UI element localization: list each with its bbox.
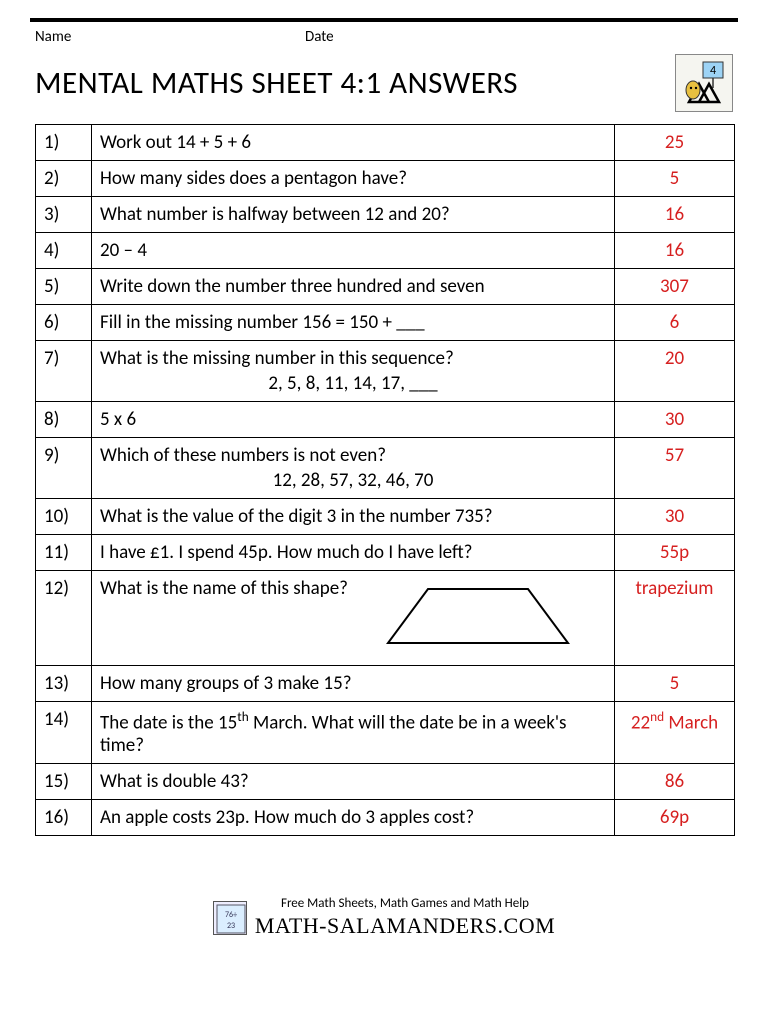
svg-text:4: 4 (710, 64, 716, 78)
answer-cell: 30 (615, 402, 735, 438)
table-row: 6)Fill in the missing number 156 = 150 +… (36, 305, 735, 341)
table-row: 9)Which of these numbers is not even?12,… (36, 438, 735, 499)
top-rule (30, 18, 738, 22)
header-labels: Name Date (35, 28, 733, 46)
answer-cell: 25 (615, 125, 735, 161)
table-row: 16)An apple costs 23p. How much do 3 app… (36, 800, 735, 836)
worksheet-table: 1)Work out 14 + 5 + 6252)How many sides … (35, 124, 735, 836)
answer-cell: 30 (615, 499, 735, 535)
table-row: 10)What is the value of the digit 3 in t… (36, 499, 735, 535)
question-text: I have £1. I spend 45p. How much do I ha… (92, 535, 615, 571)
footer: 76÷ 23 Free Math Sheets, Math Games and … (0, 896, 768, 941)
question-number: 5) (36, 269, 92, 305)
date-label: Date (305, 28, 334, 46)
question-text: What is the name of this shape? (92, 571, 615, 666)
table-row: 4)20 – 416 (36, 233, 735, 269)
question-text: How many groups of 3 make 15? (92, 666, 615, 702)
table-row: 11)I have £1. I spend 45p. How much do I… (36, 535, 735, 571)
svg-text:76÷: 76÷ (225, 910, 237, 920)
question-text: An apple costs 23p. How much do 3 apples… (92, 800, 615, 836)
title-row: MENTAL MATHS SHEET 4:1 ANSWERS 4 (35, 54, 733, 112)
question-text: What is double 43? (92, 764, 615, 800)
question-number: 16) (36, 800, 92, 836)
question-number: 14) (36, 702, 92, 764)
question-text: 5 x 6 (92, 402, 615, 438)
table-row: 14)The date is the 15th March. What will… (36, 702, 735, 764)
table-row: 2)How many sides does a pentagon have?5 (36, 161, 735, 197)
footer-logo-icon: 76÷ 23 (213, 901, 247, 935)
table-row: 1)Work out 14 + 5 + 625 (36, 125, 735, 161)
table-row: 5)Write down the number three hundred an… (36, 269, 735, 305)
question-number: 6) (36, 305, 92, 341)
question-text: What number is halfway between 12 and 20… (92, 197, 615, 233)
answer-cell: 69p (615, 800, 735, 836)
table-row: 7)What is the missing number in this seq… (36, 341, 735, 402)
question-number: 10) (36, 499, 92, 535)
answer-cell: 5 (615, 666, 735, 702)
answer-cell: trapezium (615, 571, 735, 666)
answer-cell: 16 (615, 233, 735, 269)
answer-cell: 20 (615, 341, 735, 402)
answer-cell: 57 (615, 438, 735, 499)
question-number: 1) (36, 125, 92, 161)
question-number: 4) (36, 233, 92, 269)
salamander-logo-icon: 4 (675, 54, 733, 112)
question-text: What is the missing number in this seque… (92, 341, 615, 402)
answer-cell: 86 (615, 764, 735, 800)
answer-cell: 6 (615, 305, 735, 341)
question-text: Fill in the missing number 156 = 150 + _… (92, 305, 615, 341)
question-text: How many sides does a pentagon have? (92, 161, 615, 197)
page-title: MENTAL MATHS SHEET 4:1 ANSWERS (35, 64, 675, 102)
question-number: 9) (36, 438, 92, 499)
table-row: 3)What number is halfway between 12 and … (36, 197, 735, 233)
question-text: Write down the number three hundred and … (92, 269, 615, 305)
answer-cell: 5 (615, 161, 735, 197)
trapezium-shape-icon (378, 581, 578, 657)
question-number: 15) (36, 764, 92, 800)
answer-cell: 22nd March (615, 702, 735, 764)
question-number: 8) (36, 402, 92, 438)
question-text: Which of these numbers is not even?12, 2… (92, 438, 615, 499)
question-number: 3) (36, 197, 92, 233)
table-row: 15)What is double 43?86 (36, 764, 735, 800)
question-text: The date is the 15th March. What will th… (92, 702, 615, 764)
question-text: 20 – 4 (92, 233, 615, 269)
question-number: 7) (36, 341, 92, 402)
question-number: 13) (36, 666, 92, 702)
table-row: 13)How many groups of 3 make 15?5 (36, 666, 735, 702)
question-text: What is the value of the digit 3 in the … (92, 499, 615, 535)
footer-brand: Math-Salamanders.com (255, 913, 555, 939)
answer-cell: 16 (615, 197, 735, 233)
svg-text:23: 23 (227, 921, 235, 931)
name-label: Name (35, 28, 305, 46)
answer-cell: 307 (615, 269, 735, 305)
question-number: 12) (36, 571, 92, 666)
table-row: 12)What is the name of this shape?trapez… (36, 571, 735, 666)
footer-tagline: Free Math Sheets, Math Games and Math He… (255, 896, 555, 911)
question-number: 11) (36, 535, 92, 571)
question-number: 2) (36, 161, 92, 197)
table-row: 8)5 x 630 (36, 402, 735, 438)
answer-cell: 55p (615, 535, 735, 571)
question-text: Work out 14 + 5 + 6 (92, 125, 615, 161)
